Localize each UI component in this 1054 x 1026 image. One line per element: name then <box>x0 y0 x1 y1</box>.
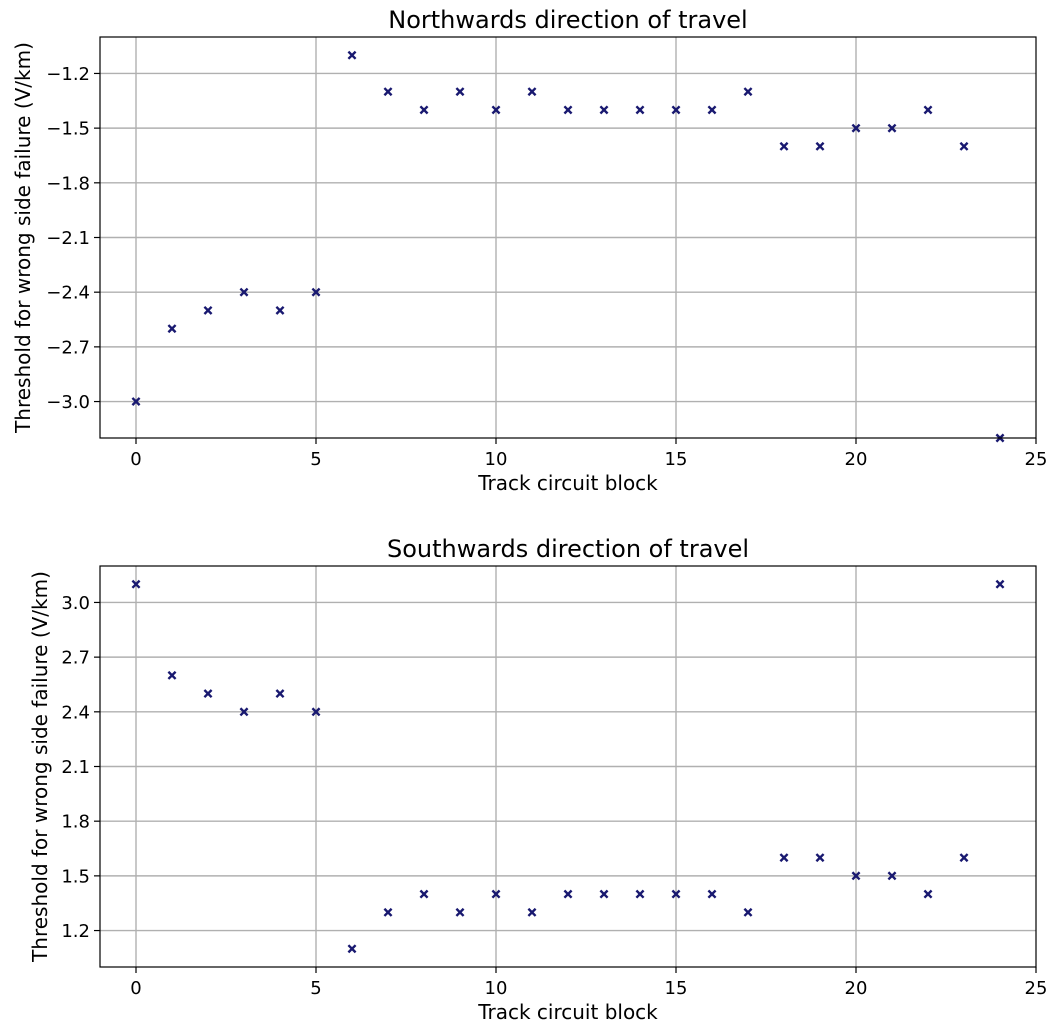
northwards-data-point <box>383 87 393 97</box>
southwards-data-point <box>311 707 321 717</box>
southwards-x-tick-label: 5 <box>310 978 321 999</box>
southwards-data-point <box>635 889 645 899</box>
northwards-data-point <box>311 287 321 297</box>
southwards-data-point <box>743 907 753 917</box>
northwards-x-axis-label: Track circuit block <box>477 471 658 495</box>
southwards-y-tick-label: 1.8 <box>61 812 90 833</box>
southwards-data-point <box>275 689 285 699</box>
southwards-data-point <box>887 871 897 881</box>
northwards-y-tick-label: −1.8 <box>46 173 90 194</box>
southwards-y-tick-label: 2.4 <box>61 702 90 723</box>
southwards-x-tick-label: 20 <box>845 978 868 999</box>
northwards-data-point <box>815 141 825 151</box>
southwards-data-point <box>239 707 249 717</box>
southwards-x-axis-label: Track circuit block <box>477 1000 658 1024</box>
southwards-data-point <box>851 871 861 881</box>
northwards-y-tick-label: −2.4 <box>46 283 90 304</box>
southwards-data-point <box>491 889 501 899</box>
northwards-data-point <box>707 105 717 115</box>
northwards-x-tick-label: 15 <box>665 449 688 470</box>
northwards-data-point <box>491 105 501 115</box>
southwards-x-tick-label: 25 <box>1025 978 1048 999</box>
northwards-data-point <box>635 105 645 115</box>
northwards-y-tick-label: −1.2 <box>46 64 90 85</box>
northwards-data-point <box>779 141 789 151</box>
southwards-data-point <box>671 889 681 899</box>
northwards-data-point <box>419 105 429 115</box>
northwards-y-tick-label: −2.1 <box>46 228 90 249</box>
northwards-y-tick-label: −3.0 <box>46 392 90 413</box>
southwards-x-tick-label: 15 <box>665 978 688 999</box>
northwards-data-point <box>887 123 897 133</box>
northwards-data-point <box>275 305 285 315</box>
northwards-data-point <box>599 105 609 115</box>
southwards-x-tick-label: 0 <box>130 978 141 999</box>
northwards-data-point <box>167 324 177 334</box>
southwards-x-tick-label: 10 <box>485 978 508 999</box>
northwards-data-point <box>131 397 141 406</box>
northwards-y-tick-label: −1.5 <box>46 119 90 140</box>
northwards-x-tick-label: 25 <box>1025 449 1048 470</box>
southwards-data-point <box>203 689 213 699</box>
northwards-data-point <box>455 87 465 97</box>
northwards-y-axis-label: Threshold for wrong side failure (V/km) <box>11 42 35 434</box>
southwards-data-point <box>995 579 1005 589</box>
southwards-y-tick-label: 2.7 <box>61 648 90 669</box>
northwards-data-point <box>743 87 753 97</box>
northwards-x-tick-label: 10 <box>485 449 508 470</box>
southwards-y-tick-label: 2.1 <box>61 757 90 778</box>
southwards-data-point <box>923 889 933 899</box>
southwards-data-point <box>707 889 717 899</box>
northwards-data-point <box>527 87 537 97</box>
southwards-data-point <box>563 889 573 899</box>
northwards-y-tick-label: −2.7 <box>46 337 90 358</box>
southwards-data-point <box>599 889 609 899</box>
southwards-data-point <box>131 579 141 589</box>
northwards-data-point <box>923 105 933 115</box>
northwards-data-point <box>239 287 249 297</box>
southwards-data-point <box>419 889 429 899</box>
southwards-data-point <box>779 853 789 863</box>
southwards-data-point <box>527 907 537 917</box>
southwards-data-point <box>383 907 393 917</box>
northwards-x-tick-label: 5 <box>310 449 321 470</box>
northwards-data-point <box>851 123 861 133</box>
southwards-data-point <box>167 670 177 680</box>
northwards-data-point <box>959 141 969 151</box>
southwards-data-point <box>815 853 825 863</box>
southwards-data-point <box>347 944 357 954</box>
northwards-data-point <box>203 305 213 315</box>
southwards-data-point <box>959 853 969 863</box>
southwards-chart: 0 5 10 15 20 25 1.2 1.5 1.8 2.1 2.4 2.7 3.0 Southwar… <box>28 535 1047 1024</box>
southwards-y-tick-label: 1.5 <box>61 866 90 887</box>
southwards-y-axis-label: Threshold for wrong side failure (V/km) <box>28 571 52 963</box>
northwards-chart-title: Northwards direction of travel <box>388 6 747 34</box>
southwards-chart-title: Southwards direction of travel <box>387 535 749 563</box>
southwards-y-tick-label: 1.2 <box>61 921 90 942</box>
northwards-data-point <box>347 50 357 60</box>
northwards-data-point <box>563 105 573 115</box>
northwards-chart: 0 5 10 15 20 25 −3.0 −2.7 −2.4 −2.1 −1.8 −1.5 −1.2 N… <box>11 6 1047 495</box>
northwards-x-tick-label: 20 <box>845 449 868 470</box>
northwards-data-point <box>671 105 681 115</box>
southwards-data-point <box>455 907 465 917</box>
northwards-x-tick-label: 0 <box>130 449 141 470</box>
southwards-y-tick-label: 3.0 <box>61 593 90 614</box>
